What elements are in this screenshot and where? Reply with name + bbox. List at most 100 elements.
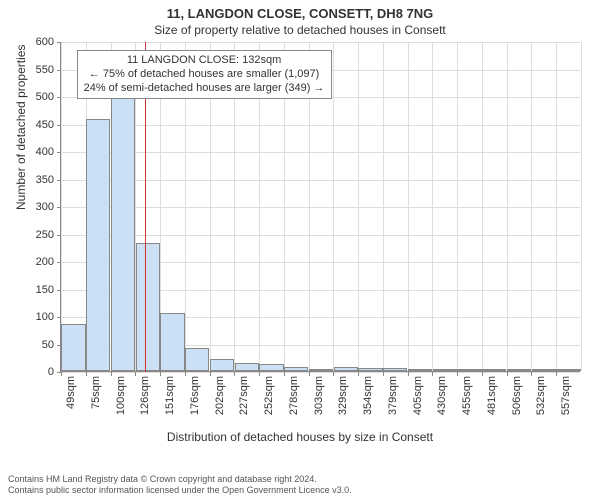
gridline-v: [358, 42, 359, 371]
xtick-mark: [383, 372, 384, 376]
bar: [358, 368, 382, 371]
gridline-v: [507, 42, 508, 371]
xtick-label: 252sqm: [263, 376, 275, 415]
xtick-mark: [358, 372, 359, 376]
bar: [111, 96, 135, 371]
gridline-v: [531, 42, 532, 371]
xtick-label: 176sqm: [189, 376, 201, 415]
gridline-v: [383, 42, 384, 371]
footer-line-1: Contains HM Land Registry data © Crown c…: [8, 474, 352, 485]
gridline-v: [457, 42, 458, 371]
ytick-label: 200: [14, 256, 54, 268]
xtick-mark: [86, 372, 87, 376]
annotation-box: 11 LANGDON CLOSE: 132sqm← 75% of detache…: [77, 50, 332, 99]
bar: [309, 369, 333, 371]
xtick-mark: [507, 372, 508, 376]
xtick-label: 202sqm: [214, 376, 226, 415]
ytick-label: 500: [14, 91, 54, 103]
bar: [210, 359, 234, 371]
bar: [457, 369, 481, 371]
chart-title-sub: Size of property relative to detached ho…: [0, 21, 600, 37]
xtick-label: 151sqm: [164, 376, 176, 415]
gridline-v: [556, 42, 557, 371]
gridline-v: [432, 42, 433, 371]
gridline-v: [61, 42, 62, 371]
chart-title-main: 11, LANGDON CLOSE, CONSETT, DH8 7NG: [0, 0, 600, 21]
xtick-label: 278sqm: [288, 376, 300, 415]
xtick-mark: [259, 372, 260, 376]
xtick-mark: [457, 372, 458, 376]
footer-attribution: Contains HM Land Registry data © Crown c…: [8, 474, 352, 497]
xtick-label: 49sqm: [65, 376, 77, 409]
ytick-label: 100: [14, 311, 54, 323]
xtick-label: 430sqm: [436, 376, 448, 415]
xtick-mark: [111, 372, 112, 376]
xtick-mark: [556, 372, 557, 376]
gridline-v: [482, 42, 483, 371]
x-axis-label: Distribution of detached houses by size …: [0, 430, 600, 444]
bar: [383, 368, 407, 371]
chart-container: 05010015020025030035040045050055060049sq…: [60, 42, 580, 412]
gridline-h: [61, 235, 580, 236]
ytick-label: 350: [14, 174, 54, 186]
bar: [259, 364, 283, 371]
xtick-label: 303sqm: [313, 376, 325, 415]
xtick-label: 100sqm: [115, 376, 127, 415]
gridline-v: [581, 42, 582, 371]
bar: [433, 369, 457, 371]
xtick-label: 227sqm: [238, 376, 250, 415]
bar: [284, 367, 308, 371]
xtick-mark: [531, 372, 532, 376]
xtick-mark: [333, 372, 334, 376]
gridline-h: [61, 152, 580, 153]
xtick-mark: [432, 372, 433, 376]
annotation-line: 11 LANGDON CLOSE: 132sqm: [84, 54, 325, 68]
xtick-mark: [482, 372, 483, 376]
bar: [61, 324, 85, 371]
bar: [532, 369, 556, 371]
xtick-label: 354sqm: [362, 376, 374, 415]
footer-line-2: Contains public sector information licen…: [8, 485, 352, 496]
bar: [507, 369, 531, 371]
xtick-label: 329sqm: [337, 376, 349, 415]
xtick-mark: [408, 372, 409, 376]
xtick-mark: [284, 372, 285, 376]
ytick-label: 450: [14, 119, 54, 131]
bar: [86, 119, 110, 371]
gridline-h: [61, 125, 580, 126]
bar: [136, 243, 160, 371]
xtick-label: 481sqm: [486, 376, 498, 415]
xtick-mark: [210, 372, 211, 376]
ytick-label: 0: [14, 366, 54, 378]
xtick-label: 506sqm: [511, 376, 523, 415]
ytick-label: 300: [14, 201, 54, 213]
xtick-mark: [61, 372, 62, 376]
xtick-mark: [135, 372, 136, 376]
ytick-label: 550: [14, 64, 54, 76]
annotation-line: 24% of semi-detached houses are larger (…: [84, 82, 325, 96]
bar: [185, 348, 209, 371]
ytick-label: 50: [14, 339, 54, 351]
gridline-h: [61, 207, 580, 208]
bar: [334, 367, 358, 371]
ytick-label: 150: [14, 284, 54, 296]
bar: [235, 363, 259, 371]
xtick-label: 379sqm: [387, 376, 399, 415]
xtick-label: 557sqm: [560, 376, 572, 415]
ytick-label: 400: [14, 146, 54, 158]
gridline-h: [61, 42, 580, 43]
gridline-h: [61, 372, 580, 373]
gridline-h: [61, 180, 580, 181]
xtick-mark: [234, 372, 235, 376]
bar: [160, 313, 184, 371]
xtick-label: 405sqm: [412, 376, 424, 415]
bar: [482, 369, 506, 371]
xtick-label: 455sqm: [461, 376, 473, 415]
ytick-label: 250: [14, 229, 54, 241]
gridline-v: [333, 42, 334, 371]
xtick-label: 532sqm: [535, 376, 547, 415]
ytick-label: 600: [14, 36, 54, 48]
bar: [556, 369, 580, 371]
annotation-line: ← 75% of detached houses are smaller (1,…: [84, 68, 325, 82]
gridline-v: [408, 42, 409, 371]
